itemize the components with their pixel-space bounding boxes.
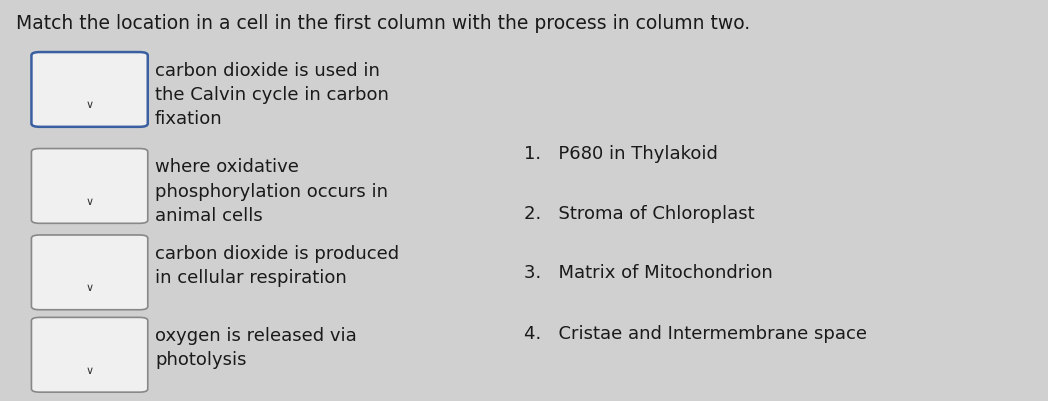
Text: ∨: ∨	[86, 365, 93, 375]
Text: oxygen is released via
photolysis: oxygen is released via photolysis	[155, 326, 357, 369]
Text: 1.   P680 in Thylakoid: 1. P680 in Thylakoid	[524, 144, 718, 162]
FancyBboxPatch shape	[31, 149, 148, 224]
Text: ∨: ∨	[86, 283, 93, 293]
Text: 4.   Cristae and Intermembrane space: 4. Cristae and Intermembrane space	[524, 325, 867, 342]
FancyBboxPatch shape	[31, 318, 148, 392]
Text: where oxidative
phosphorylation occurs in
animal cells: where oxidative phosphorylation occurs i…	[155, 158, 388, 224]
Text: 3.   Matrix of Mitochondrion: 3. Matrix of Mitochondrion	[524, 264, 772, 282]
Text: Match the location in a cell in the first column with the process in column two.: Match the location in a cell in the firs…	[16, 14, 750, 33]
Text: ∨: ∨	[86, 196, 93, 207]
Text: carbon dioxide is used in
the Calvin cycle in carbon
fixation: carbon dioxide is used in the Calvin cyc…	[155, 62, 389, 128]
Text: ∨: ∨	[86, 100, 93, 110]
FancyBboxPatch shape	[31, 53, 148, 128]
Text: carbon dioxide is produced
in cellular respiration: carbon dioxide is produced in cellular r…	[155, 244, 399, 286]
Text: 2.   Stroma of Chloroplast: 2. Stroma of Chloroplast	[524, 205, 755, 222]
FancyBboxPatch shape	[31, 235, 148, 310]
